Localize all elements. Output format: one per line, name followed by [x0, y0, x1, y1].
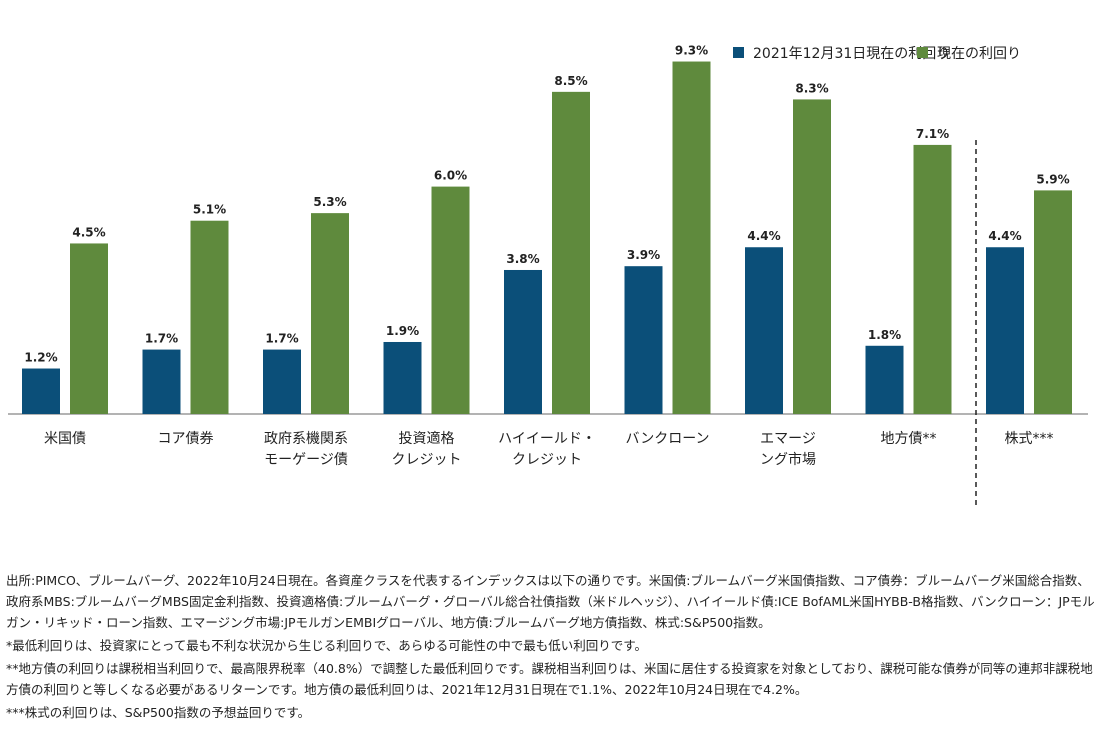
category-label: 投資適格	[399, 430, 455, 447]
category-label: モーゲージ債	[264, 452, 348, 468]
legend-swatch	[733, 47, 744, 58]
data-label: 1.7%	[265, 332, 298, 346]
footnote-source: 出所:PIMCO、ブルームバーグ、2022年10月24日現在。各資産クラスを代表…	[6, 573, 1095, 630]
bar-current	[311, 213, 349, 414]
data-label: 5.1%	[193, 203, 226, 217]
data-label: 1.8%	[868, 328, 901, 342]
data-label: 8.3%	[795, 81, 828, 95]
bar-dec2021	[22, 368, 60, 414]
category-label: 政府系機関系	[264, 431, 348, 447]
data-label: 4.4%	[747, 229, 780, 243]
category-label: 地方債**	[881, 431, 937, 447]
bar-dec2021	[745, 247, 783, 414]
category-label: バンクローン	[626, 431, 710, 447]
data-label: 5.3%	[313, 195, 346, 209]
category-label: ハイイールド・	[498, 431, 596, 447]
data-label: 8.5%	[554, 74, 587, 88]
data-label: 7.1%	[916, 127, 949, 141]
category-label: クレジット	[392, 452, 462, 468]
footnotes: 出所:PIMCO、ブルームバーグ、2022年10月24日現在。各資産クラスを代表…	[6, 570, 1096, 725]
bar-chart: 1.2% 4.5% 米国債 1.7% 5.1% コア債券 1.7% 5.3% 政府系機関系モーゲ…	[8, 44, 1088, 505]
data-label: 4.5%	[72, 225, 105, 239]
category-label: エマージ	[760, 431, 816, 447]
data-label: 6.0%	[434, 169, 467, 183]
data-label: 1.7%	[145, 332, 178, 346]
bar-current	[70, 243, 108, 414]
data-label: 9.3%	[675, 44, 708, 58]
bar-current	[431, 186, 470, 414]
data-label: 1.9%	[386, 324, 419, 338]
bar-current	[1034, 190, 1072, 414]
bar-current	[793, 99, 831, 415]
bar-current	[913, 144, 952, 414]
legend-swatch	[917, 47, 928, 58]
data-label: 5.9%	[1036, 172, 1069, 186]
data-label: 4.4%	[988, 229, 1021, 243]
data-label: 3.8%	[506, 252, 539, 266]
footnote-municipal: **地方債の利回りは課税相当利回りで、最高限界税率（40.8%）で調整した最低利…	[6, 661, 1093, 697]
bar-dec2021	[263, 349, 301, 414]
bar-dec2021	[865, 345, 904, 414]
bar-dec2021	[383, 341, 422, 414]
footnote-equity: ***株式の利回りは、S&P500指数の予想益回りです。	[6, 705, 311, 720]
bar-dec2021	[504, 269, 542, 414]
data-label: 1.2%	[24, 351, 57, 365]
bar-dec2021	[142, 349, 181, 414]
bar-dec2021	[986, 247, 1024, 414]
category-label: 株式***	[1005, 431, 1054, 447]
legend-label: 2021年12月31日現在の利回り	[753, 46, 950, 62]
data-label: 3.9%	[627, 248, 660, 262]
legend-label: 現在の利回り	[937, 46, 1021, 62]
category-label: コア債券	[158, 431, 214, 447]
bar-current	[552, 91, 590, 414]
bar-current	[672, 61, 711, 414]
bar-dec2021	[624, 266, 663, 414]
category-label: ング市場	[760, 451, 816, 468]
category-label: 米国債	[44, 431, 86, 447]
footnote-yield-to-worst: *最低利回りは、投資家にとって最も不利な状況から生じる利回りで、あらゆる可能性の…	[6, 638, 648, 653]
category-label: クレジット	[512, 452, 582, 468]
bar-current	[190, 220, 229, 414]
